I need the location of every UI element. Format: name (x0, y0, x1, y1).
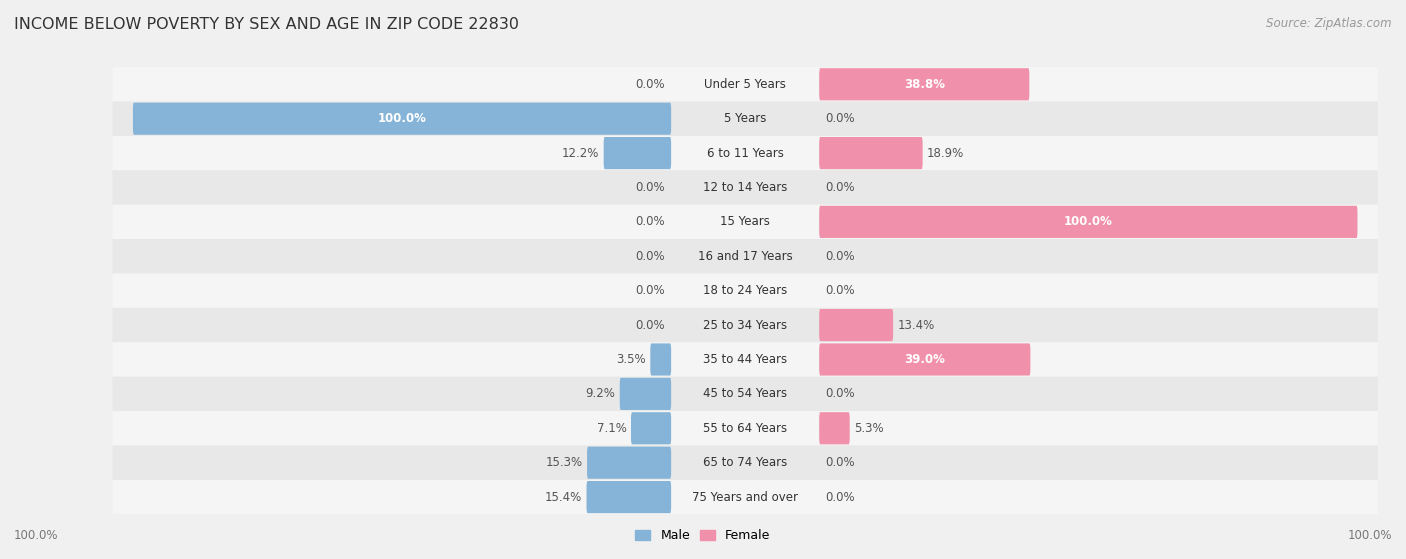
Text: 0.0%: 0.0% (636, 250, 665, 263)
FancyBboxPatch shape (112, 205, 1378, 239)
Text: Under 5 Years: Under 5 Years (704, 78, 786, 91)
Text: 0.0%: 0.0% (825, 250, 855, 263)
FancyBboxPatch shape (112, 273, 1378, 308)
Text: 25 to 34 Years: 25 to 34 Years (703, 319, 787, 331)
FancyBboxPatch shape (586, 481, 671, 513)
FancyBboxPatch shape (631, 412, 671, 444)
Text: 13.4%: 13.4% (897, 319, 935, 331)
Text: 45 to 54 Years: 45 to 54 Years (703, 387, 787, 400)
FancyBboxPatch shape (112, 67, 1378, 102)
FancyBboxPatch shape (134, 103, 671, 135)
FancyBboxPatch shape (820, 343, 1031, 376)
FancyBboxPatch shape (112, 170, 1378, 205)
Text: 5 Years: 5 Years (724, 112, 766, 125)
Text: 16 and 17 Years: 16 and 17 Years (697, 250, 793, 263)
Text: 0.0%: 0.0% (636, 284, 665, 297)
FancyBboxPatch shape (112, 446, 1378, 480)
Text: 100.0%: 100.0% (1347, 529, 1392, 542)
Text: 12 to 14 Years: 12 to 14 Years (703, 181, 787, 194)
Text: 18.9%: 18.9% (927, 146, 965, 159)
Text: 100.0%: 100.0% (14, 529, 59, 542)
Text: 0.0%: 0.0% (825, 181, 855, 194)
Text: 38.8%: 38.8% (904, 78, 945, 91)
Text: 0.0%: 0.0% (636, 181, 665, 194)
FancyBboxPatch shape (112, 136, 1378, 170)
Legend: Male, Female: Male, Female (630, 524, 776, 547)
Text: 100.0%: 100.0% (378, 112, 426, 125)
Text: 0.0%: 0.0% (636, 319, 665, 331)
Text: 100.0%: 100.0% (1064, 215, 1112, 229)
Text: 65 to 74 Years: 65 to 74 Years (703, 456, 787, 469)
Text: 18 to 24 Years: 18 to 24 Years (703, 284, 787, 297)
FancyBboxPatch shape (820, 68, 1029, 101)
FancyBboxPatch shape (112, 411, 1378, 446)
FancyBboxPatch shape (820, 412, 849, 444)
Text: 55 to 64 Years: 55 to 64 Years (703, 422, 787, 435)
Text: 75 Years and over: 75 Years and over (692, 491, 799, 504)
Text: 9.2%: 9.2% (585, 387, 616, 400)
Text: 15 Years: 15 Years (720, 215, 770, 229)
Text: 0.0%: 0.0% (825, 387, 855, 400)
Text: 7.1%: 7.1% (596, 422, 627, 435)
FancyBboxPatch shape (112, 102, 1378, 136)
Text: Source: ZipAtlas.com: Source: ZipAtlas.com (1267, 17, 1392, 30)
FancyBboxPatch shape (112, 480, 1378, 514)
FancyBboxPatch shape (112, 239, 1378, 273)
Text: 35 to 44 Years: 35 to 44 Years (703, 353, 787, 366)
Text: 0.0%: 0.0% (825, 284, 855, 297)
FancyBboxPatch shape (603, 137, 671, 169)
Text: 15.3%: 15.3% (546, 456, 582, 469)
Text: 0.0%: 0.0% (636, 215, 665, 229)
FancyBboxPatch shape (112, 377, 1378, 411)
FancyBboxPatch shape (112, 342, 1378, 377)
Text: 6 to 11 Years: 6 to 11 Years (707, 146, 783, 159)
FancyBboxPatch shape (112, 308, 1378, 342)
Text: 0.0%: 0.0% (636, 78, 665, 91)
Text: 0.0%: 0.0% (825, 112, 855, 125)
Text: 0.0%: 0.0% (825, 491, 855, 504)
Text: 0.0%: 0.0% (825, 456, 855, 469)
FancyBboxPatch shape (620, 378, 671, 410)
Text: 5.3%: 5.3% (853, 422, 883, 435)
FancyBboxPatch shape (820, 309, 893, 341)
FancyBboxPatch shape (588, 447, 671, 479)
Text: INCOME BELOW POVERTY BY SEX AND AGE IN ZIP CODE 22830: INCOME BELOW POVERTY BY SEX AND AGE IN Z… (14, 17, 519, 32)
Text: 12.2%: 12.2% (562, 146, 599, 159)
Text: 3.5%: 3.5% (616, 353, 645, 366)
FancyBboxPatch shape (820, 137, 922, 169)
FancyBboxPatch shape (651, 343, 671, 376)
FancyBboxPatch shape (820, 206, 1357, 238)
Text: 39.0%: 39.0% (904, 353, 945, 366)
Text: 15.4%: 15.4% (546, 491, 582, 504)
